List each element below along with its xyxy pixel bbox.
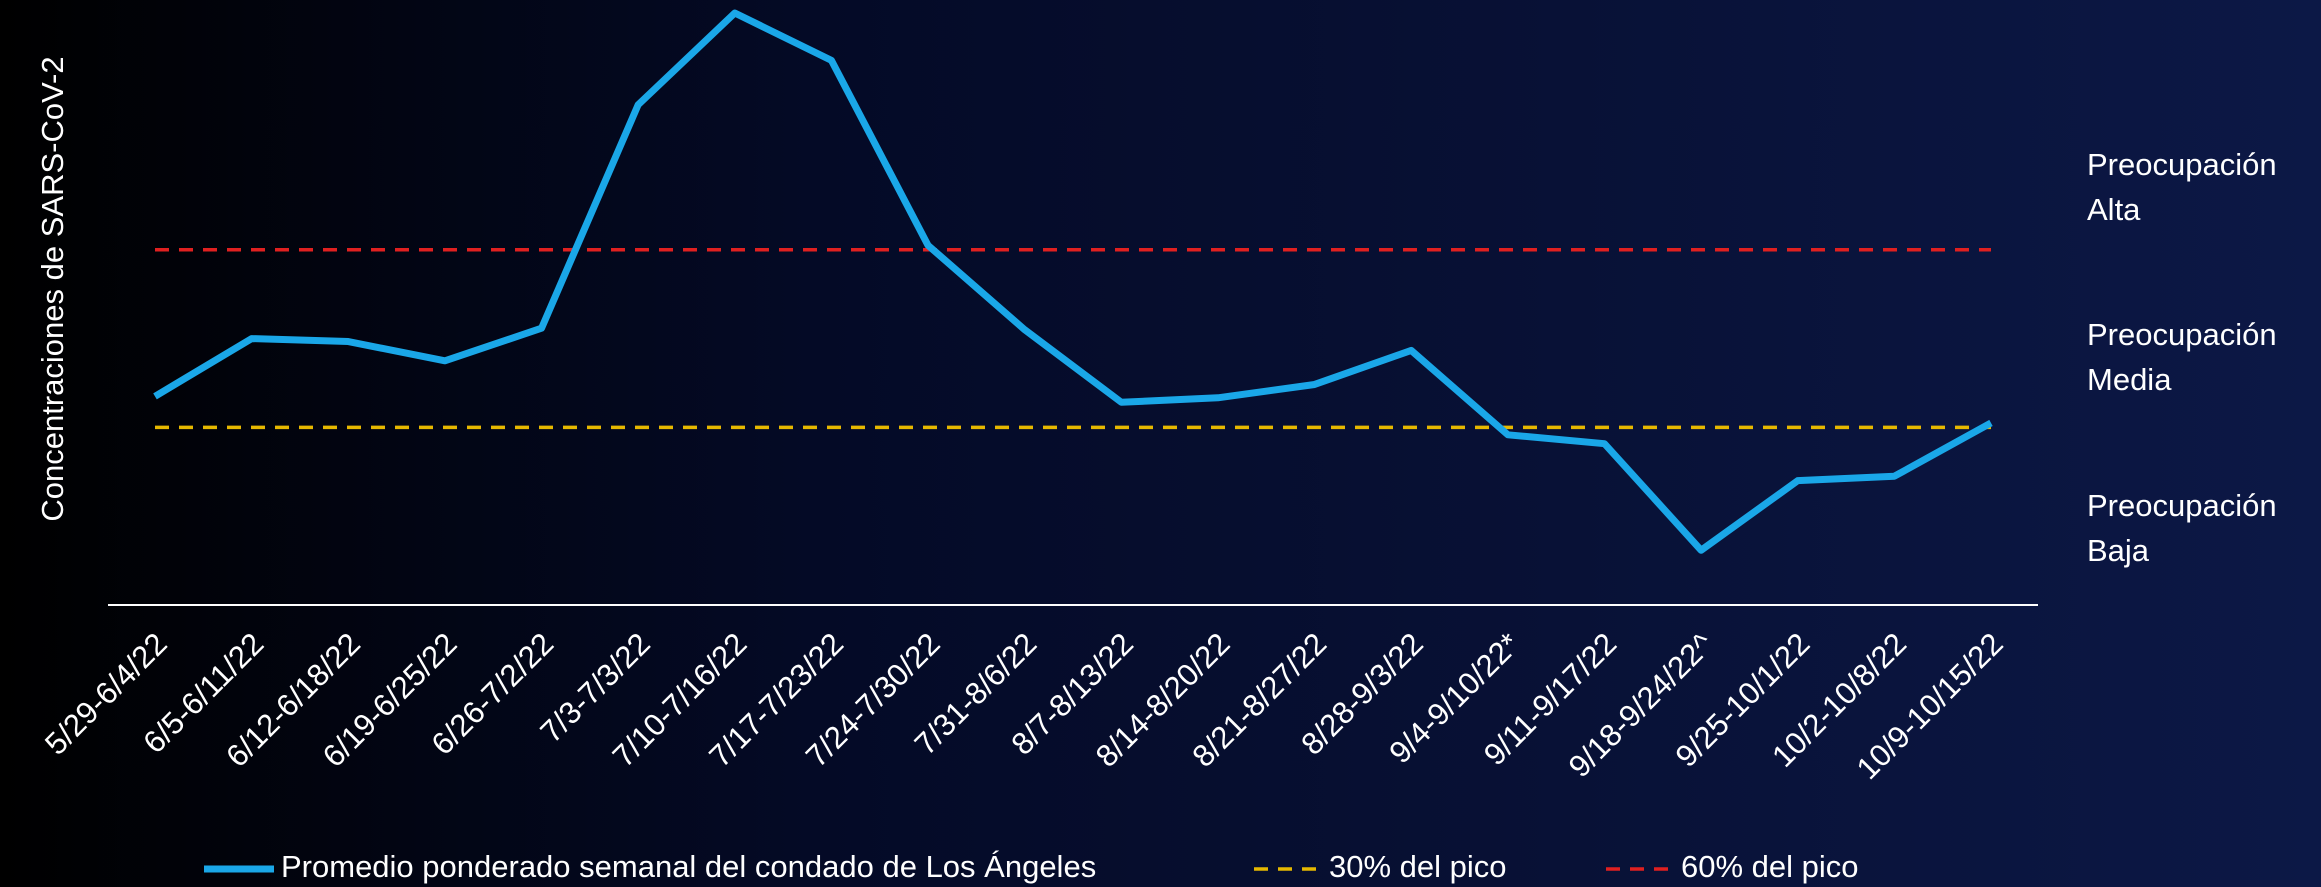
- legend-label: 30% del pico: [1329, 849, 1507, 884]
- zone-label: Media: [2087, 362, 2172, 397]
- zone-label: Baja: [2087, 533, 2150, 568]
- data-line: [153, 9, 1993, 554]
- legend-label: Promedio ponderado semanal del condado d…: [281, 849, 1096, 884]
- legend-label: 60% del pico: [1681, 849, 1859, 884]
- zone-label: Alta: [2087, 192, 2141, 227]
- zone-label: Preocupación: [2087, 317, 2277, 352]
- zone-label: Preocupación: [2087, 488, 2277, 523]
- zone-label: Preocupación: [2087, 147, 2277, 182]
- y-axis-label: Concentraciones de SARS-CoV-2: [35, 56, 70, 521]
